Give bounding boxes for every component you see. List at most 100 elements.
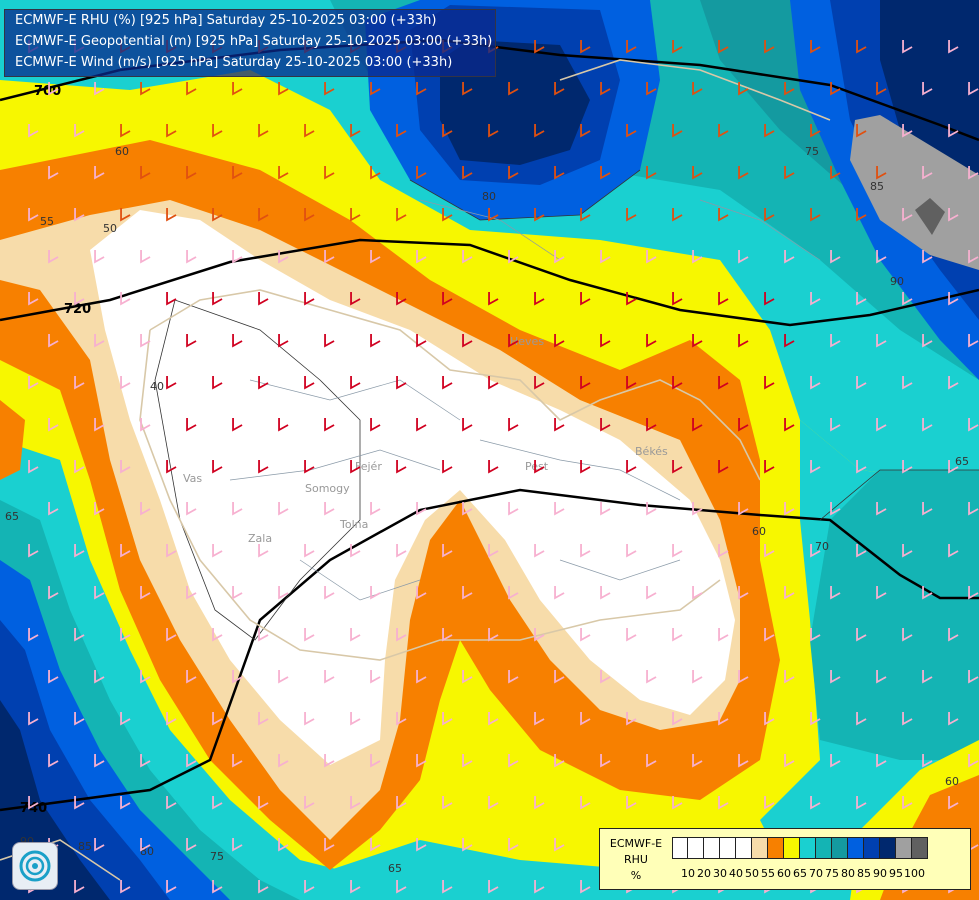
wind-barb bbox=[646, 586, 657, 600]
wind-barb bbox=[718, 376, 729, 390]
wind-barb bbox=[304, 460, 315, 474]
wind-barb bbox=[764, 544, 775, 558]
wind-barb bbox=[856, 544, 867, 558]
wind-barb bbox=[902, 292, 913, 306]
wind-barb bbox=[140, 586, 151, 600]
wind-barb bbox=[968, 418, 979, 432]
wind-barb bbox=[784, 586, 795, 600]
wind-barb bbox=[968, 334, 979, 348]
wind-barb bbox=[370, 334, 381, 348]
legend-swatch bbox=[864, 837, 880, 859]
wind-barb bbox=[876, 82, 887, 96]
wind-barb bbox=[232, 82, 243, 96]
wind-barb bbox=[278, 502, 289, 516]
wind-barb bbox=[166, 292, 177, 306]
wind-barb bbox=[304, 376, 315, 390]
wind-barb bbox=[902, 628, 913, 642]
wind-barb bbox=[672, 628, 683, 642]
wind-barb bbox=[74, 208, 85, 222]
svg-text:Tolna: Tolna bbox=[339, 518, 368, 531]
wind-barb bbox=[508, 250, 519, 264]
wind-barb bbox=[74, 460, 85, 474]
svg-text:50: 50 bbox=[103, 222, 117, 235]
legend-tick: 60 bbox=[777, 867, 791, 880]
title-wind: ECMWF-E Wind (m/s) [925 hPa] Saturday 25… bbox=[15, 55, 453, 70]
wind-barb bbox=[442, 544, 453, 558]
wind-barb bbox=[968, 502, 979, 516]
wind-barb bbox=[810, 208, 821, 222]
wind-barb bbox=[212, 208, 223, 222]
wind-barb bbox=[258, 376, 269, 390]
wind-barb bbox=[784, 250, 795, 264]
wind-barb bbox=[626, 292, 637, 306]
wind-barb bbox=[232, 586, 243, 600]
wind-barb bbox=[810, 40, 821, 54]
wind-barb bbox=[28, 292, 39, 306]
wind-barb bbox=[350, 628, 361, 642]
wind-barb bbox=[278, 670, 289, 684]
svg-text:Heves: Heves bbox=[510, 335, 544, 348]
wind-barb bbox=[508, 502, 519, 516]
wind-barb bbox=[764, 292, 775, 306]
wind-barb bbox=[830, 418, 841, 432]
wind-barb bbox=[830, 586, 841, 600]
wind-barb bbox=[94, 838, 105, 852]
legend-swatch bbox=[880, 837, 896, 859]
wind-barb bbox=[416, 418, 427, 432]
wind-barb bbox=[94, 334, 105, 348]
wind-barb bbox=[324, 838, 335, 852]
wind-barb bbox=[28, 460, 39, 474]
wind-barb bbox=[278, 166, 289, 180]
wind-barb bbox=[948, 40, 959, 54]
wind-barb bbox=[304, 628, 315, 642]
wind-barb bbox=[646, 82, 657, 96]
svg-text:65: 65 bbox=[955, 455, 969, 468]
wind-barb bbox=[94, 166, 105, 180]
wind-barb bbox=[626, 712, 637, 726]
wind-barb bbox=[856, 40, 867, 54]
wind-barb bbox=[554, 82, 565, 96]
wind-barb bbox=[166, 796, 177, 810]
wind-barb bbox=[120, 628, 131, 642]
wind-barb bbox=[922, 166, 933, 180]
svg-text:70: 70 bbox=[815, 540, 829, 553]
wind-barb bbox=[646, 334, 657, 348]
wind-barb bbox=[120, 208, 131, 222]
wind-barb bbox=[554, 502, 565, 516]
wind-barb bbox=[600, 586, 611, 600]
wind-barb bbox=[186, 586, 197, 600]
color-legend: ECMWF-E RHU % 10 20 30 40 50 55 60 65 70 75 80 85 90… bbox=[599, 828, 971, 890]
wind-barb bbox=[442, 124, 453, 138]
wind-barb bbox=[554, 838, 565, 852]
wind-barb bbox=[876, 418, 887, 432]
legend-variable: RHU bbox=[624, 853, 648, 866]
wind-barb bbox=[350, 460, 361, 474]
wind-barb bbox=[810, 796, 821, 810]
legend-unit: % bbox=[630, 869, 642, 882]
legend-swatch bbox=[784, 837, 800, 859]
wind-barb bbox=[830, 670, 841, 684]
wind-barb bbox=[738, 334, 749, 348]
svg-text:85: 85 bbox=[78, 840, 92, 853]
wind-barb bbox=[212, 124, 223, 138]
wind-barb bbox=[48, 670, 59, 684]
wind-barb bbox=[672, 376, 683, 390]
wind-barb bbox=[232, 502, 243, 516]
wind-barb bbox=[948, 628, 959, 642]
wind-barb bbox=[442, 628, 453, 642]
wind-barb bbox=[554, 418, 565, 432]
wind-barb bbox=[856, 460, 867, 474]
wind-barb bbox=[442, 208, 453, 222]
wind-barb bbox=[324, 586, 335, 600]
wind-barb bbox=[488, 292, 499, 306]
wind-barb bbox=[948, 544, 959, 558]
svg-text:75: 75 bbox=[805, 145, 819, 158]
wind-barb bbox=[646, 670, 657, 684]
wind-barb bbox=[350, 124, 361, 138]
legend-swatch bbox=[720, 837, 736, 859]
legend-tick: 95 bbox=[889, 867, 903, 880]
geopotential-740-line bbox=[0, 488, 979, 812]
wind-barb bbox=[48, 334, 59, 348]
wind-barb bbox=[186, 418, 197, 432]
wind-barb bbox=[442, 796, 453, 810]
